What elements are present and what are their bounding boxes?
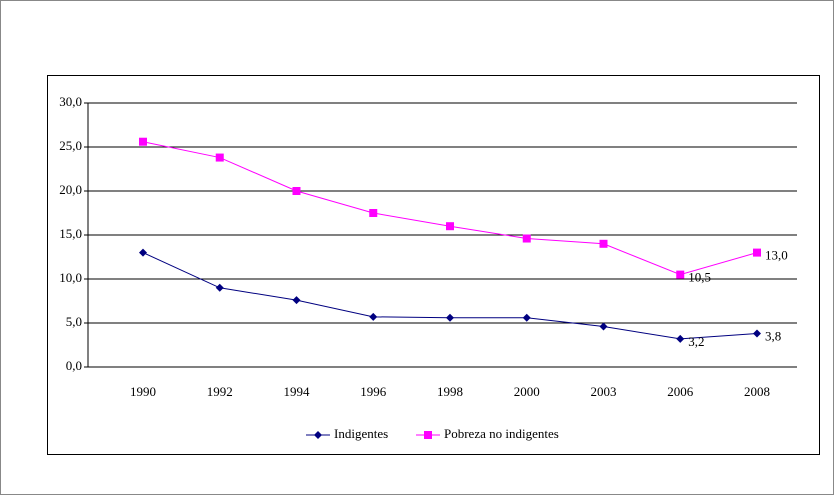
data-point	[215, 153, 224, 162]
x-tick-label: 2003	[591, 384, 617, 399]
x-tick-label: 1992	[207, 384, 233, 399]
data-point	[369, 312, 378, 321]
x-tick-label: 1998	[437, 384, 463, 399]
data-point	[676, 334, 685, 343]
y-tick-label: 25,0	[59, 138, 82, 153]
chart-area	[47, 75, 820, 455]
data-point	[676, 270, 685, 279]
y-tick-label: 5,0	[66, 314, 82, 329]
x-tick-label: 1990	[130, 384, 156, 399]
data-point	[522, 313, 531, 322]
legend-label: Pobreza no indigentes	[444, 426, 559, 441]
data-label: 10,5	[688, 270, 711, 285]
x-tick-label: 1996	[360, 384, 387, 399]
data-label: 13,0	[765, 248, 788, 263]
data-point	[369, 209, 378, 217]
data-point	[215, 283, 224, 292]
data-point	[292, 187, 301, 195]
data-label: 3,8	[765, 329, 781, 344]
data-point	[446, 222, 454, 231]
data-point	[753, 248, 761, 257]
x-tick-label: 2000	[514, 384, 540, 399]
x-tick-label: 1994	[284, 384, 311, 399]
data-point	[292, 296, 301, 305]
y-tick-label: 30,0	[59, 94, 82, 109]
data-point	[599, 239, 608, 248]
data-point	[446, 313, 454, 322]
legend-marker	[424, 431, 432, 439]
y-tick-label: 0,0	[66, 358, 82, 373]
x-tick-label: 2008	[744, 384, 770, 399]
data-point	[522, 234, 531, 243]
data-point	[139, 137, 147, 146]
data-point	[599, 322, 608, 331]
y-tick-label: 15,0	[59, 226, 82, 241]
data-label: 3,2	[688, 334, 704, 349]
x-tick-label: 2006	[667, 384, 694, 399]
data-point	[139, 248, 147, 257]
legend-label: Indigentes	[334, 426, 388, 441]
legend-marker	[314, 431, 322, 439]
y-tick-label: 20,0	[59, 182, 82, 197]
data-point	[753, 329, 761, 338]
y-tick-label: 10,0	[59, 270, 82, 285]
